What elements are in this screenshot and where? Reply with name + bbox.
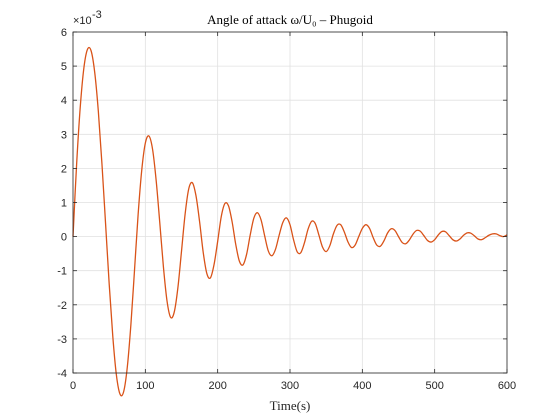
y-tick-label: -2 [57,300,67,312]
x-tick-label: 0 [70,380,76,392]
y-axis: -4 -3 -2 -1 0 1 2 3 4 5 6 [57,27,507,380]
y-tick-label: 5 [61,61,67,73]
x-tick-label: 300 [281,380,299,392]
y-tick-label: 4 [61,95,67,107]
y-tick-label: 1 [61,198,67,210]
x-tick-label: 500 [425,380,443,392]
series-group [72,46,508,397]
y-tick-label: -1 [57,266,67,278]
y-exponent-base: ×10 [73,15,92,27]
y-tick-label: 2 [61,163,67,175]
y-tick-label: 3 [61,129,67,141]
x-tick-label: 400 [353,380,371,392]
x-tick-label: 600 [498,380,516,392]
x-axis: 0 100 200 300 400 500 600 [70,32,516,392]
y-exponent: ×10 -3 [73,9,102,27]
y-tick-label: -3 [57,334,67,346]
x-tick-label: 100 [136,380,154,392]
x-tick-label: 200 [208,380,226,392]
series-line [72,46,508,397]
y-tick-label: -4 [57,368,67,380]
x-axis-label: Time(s) [270,398,311,413]
y-tick-label: 0 [61,232,67,244]
y-tick-label: 6 [61,27,67,39]
y-exponent-power: -3 [92,9,102,21]
chart-title: Angle of attack ω/U₀ – Phugoid [207,12,373,27]
